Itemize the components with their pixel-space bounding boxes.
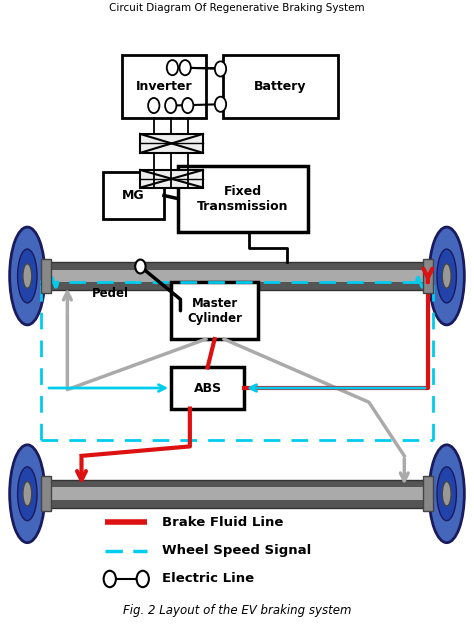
- Circle shape: [135, 259, 146, 273]
- Text: ABS: ABS: [193, 382, 222, 394]
- Bar: [41, 476, 51, 511]
- Bar: [48, 488, 426, 500]
- Text: Circuit Diagram Of Regenerative Braking System: Circuit Diagram Of Regenerative Braking …: [109, 3, 365, 13]
- Bar: [140, 134, 203, 153]
- Text: Fig. 2 Layout of the EV braking system: Fig. 2 Layout of the EV braking system: [123, 604, 351, 617]
- Circle shape: [180, 60, 191, 75]
- Circle shape: [104, 571, 116, 587]
- Bar: [223, 55, 338, 118]
- Ellipse shape: [437, 467, 456, 521]
- Ellipse shape: [9, 445, 45, 543]
- Bar: [44, 480, 430, 508]
- Circle shape: [137, 571, 149, 587]
- Bar: [140, 170, 203, 188]
- Circle shape: [215, 61, 226, 77]
- Ellipse shape: [429, 445, 465, 543]
- Text: Master
Cylinder: Master Cylinder: [187, 297, 242, 325]
- Bar: [423, 476, 433, 511]
- Circle shape: [165, 98, 176, 113]
- Bar: [423, 259, 433, 294]
- Text: Inverter: Inverter: [136, 80, 192, 93]
- Ellipse shape: [23, 481, 32, 506]
- Ellipse shape: [429, 227, 465, 325]
- Ellipse shape: [23, 264, 32, 288]
- Ellipse shape: [442, 264, 451, 288]
- Circle shape: [215, 97, 226, 112]
- Text: Pedel: Pedel: [91, 287, 128, 300]
- Bar: [171, 282, 258, 339]
- Ellipse shape: [18, 467, 37, 521]
- Bar: [48, 269, 426, 282]
- Ellipse shape: [18, 249, 37, 303]
- Bar: [103, 172, 164, 219]
- Circle shape: [148, 98, 159, 113]
- Ellipse shape: [437, 249, 456, 303]
- Bar: [44, 262, 430, 290]
- Bar: [41, 259, 51, 294]
- Text: Electric Line: Electric Line: [162, 573, 254, 585]
- Text: Brake Fluid Line: Brake Fluid Line: [162, 515, 283, 529]
- Bar: [171, 368, 244, 408]
- Bar: [178, 165, 308, 232]
- Text: Battery: Battery: [255, 80, 307, 93]
- Text: Fixed
Transmission: Fixed Transmission: [197, 184, 289, 212]
- Bar: [121, 55, 206, 118]
- Ellipse shape: [442, 481, 451, 506]
- Circle shape: [182, 98, 193, 113]
- Circle shape: [167, 60, 178, 75]
- Ellipse shape: [9, 227, 45, 325]
- Text: Wheel Speed Signal: Wheel Speed Signal: [162, 544, 311, 557]
- Text: MG: MG: [122, 189, 145, 202]
